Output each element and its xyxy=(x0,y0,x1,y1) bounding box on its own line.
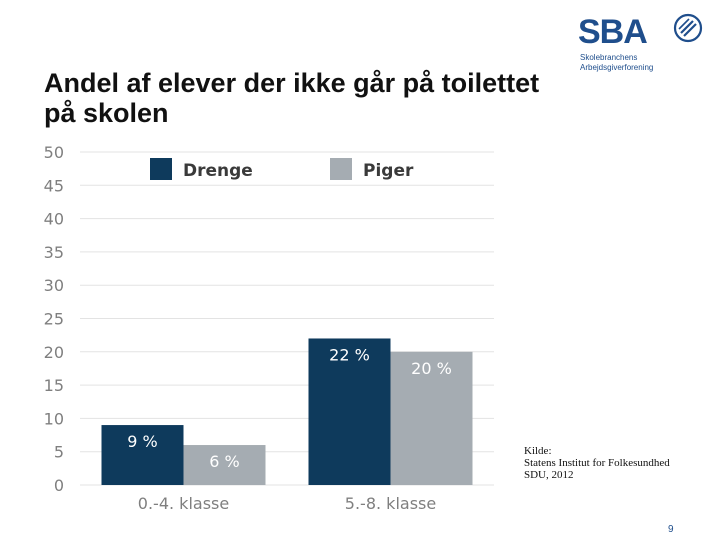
legend-item: Piger xyxy=(330,158,414,181)
y-tick-label: 25 xyxy=(44,310,64,329)
y-tick-label: 15 xyxy=(44,376,64,395)
logo-wordmark: SBA xyxy=(578,13,648,51)
chart-legend: Drenge Piger xyxy=(150,158,414,181)
logo-subtitle-line1: Skolebranchens xyxy=(580,53,638,62)
y-tick-label: 20 xyxy=(44,343,64,362)
y-tick-label: 50 xyxy=(44,143,64,162)
chart-bars xyxy=(101,338,473,485)
legend-label: Piger xyxy=(363,161,414,181)
page-number: 9 xyxy=(668,524,674,535)
source-label: Kilde: xyxy=(524,445,552,457)
bar-data-labels: 9 % 6 % 22 % 20 % xyxy=(127,345,452,471)
logo-subtitle: Skolebranchens Arbejdsgiverforening xyxy=(580,53,653,73)
y-axis-ticks: 0 5 10 15 20 25 30 35 40 45 50 xyxy=(44,143,64,495)
x-tick-label: 0.-4. klasse xyxy=(138,494,229,513)
legend-swatch xyxy=(330,158,352,180)
bar-chart: 0 5 10 15 20 25 30 35 40 45 50 9 % 6 % 22 % 20 % 0.-4… xyxy=(44,143,494,513)
sba-logo: SBA Skolebranchens Arbejdsgiverforening xyxy=(578,12,708,74)
data-label: 20 % xyxy=(411,359,452,378)
bar-piger-1 xyxy=(183,445,266,485)
legend-item: Drenge xyxy=(150,158,253,181)
y-tick-label: 45 xyxy=(44,176,64,195)
slide-title: Andel af elever der ikke går på toilette… xyxy=(44,68,540,128)
y-tick-label: 30 xyxy=(44,276,64,295)
y-tick-label: 0 xyxy=(54,476,64,495)
legend-swatch xyxy=(150,158,172,180)
pencil-circle-icon xyxy=(673,13,703,43)
data-label: 22 % xyxy=(329,345,370,364)
bar-piger-2 xyxy=(390,351,473,485)
source-note: Kilde: Statens Institut for Folkesundhed… xyxy=(524,445,670,481)
y-tick-label: 35 xyxy=(44,243,64,262)
data-label: 6 % xyxy=(209,452,239,471)
bar-drenge-1 xyxy=(101,425,184,485)
x-axis-ticks: 0.-4. klasse 5.-8. klasse xyxy=(138,494,436,513)
legend-label: Drenge xyxy=(183,161,253,181)
logo-subtitle-line2: Arbejdsgiverforening xyxy=(580,63,654,72)
bar-drenge-2 xyxy=(308,338,391,485)
y-tick-label: 40 xyxy=(44,210,64,229)
data-label: 9 % xyxy=(127,432,157,451)
y-tick-label: 10 xyxy=(44,409,64,428)
x-tick-label: 5.-8. klasse xyxy=(345,494,436,513)
source-publisher: SDU, 2012 xyxy=(524,469,574,481)
source-institution: Statens Institut for Folkesundhed xyxy=(524,457,670,469)
y-tick-label: 5 xyxy=(54,443,64,462)
